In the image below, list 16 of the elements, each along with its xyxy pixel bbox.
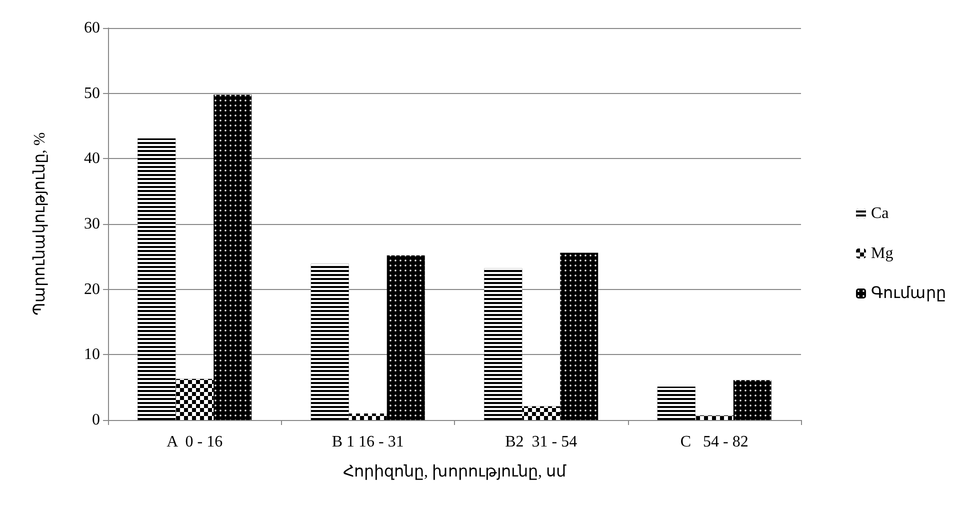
y-tick-label: 60 (84, 20, 100, 36)
y-tick-label: 20 (84, 280, 100, 298)
y-tick-label: 50 (84, 84, 100, 102)
x-tick-label: B 1 16 - 31 (332, 434, 404, 450)
x-axis-title: Հորիզոնը, խորությունը, սմ (343, 464, 567, 480)
y-axis-title: Պարունակությունը, % (32, 132, 48, 316)
x-tick-label: B2 31 - 54 (505, 434, 578, 450)
legend-label: Գումարը (871, 285, 946, 302)
y-tick-label: 10 (84, 346, 100, 364)
x-tick-label: C 54 - 82 (680, 434, 748, 450)
y-tick-label: 40 (84, 150, 100, 168)
y-tick-label: 0 (92, 412, 100, 428)
x-tick-label: A 0 - 16 (166, 434, 223, 450)
legend-label: Mg (871, 245, 894, 262)
y-tick-label: 30 (84, 216, 100, 232)
legend-label: Ca (871, 205, 889, 222)
